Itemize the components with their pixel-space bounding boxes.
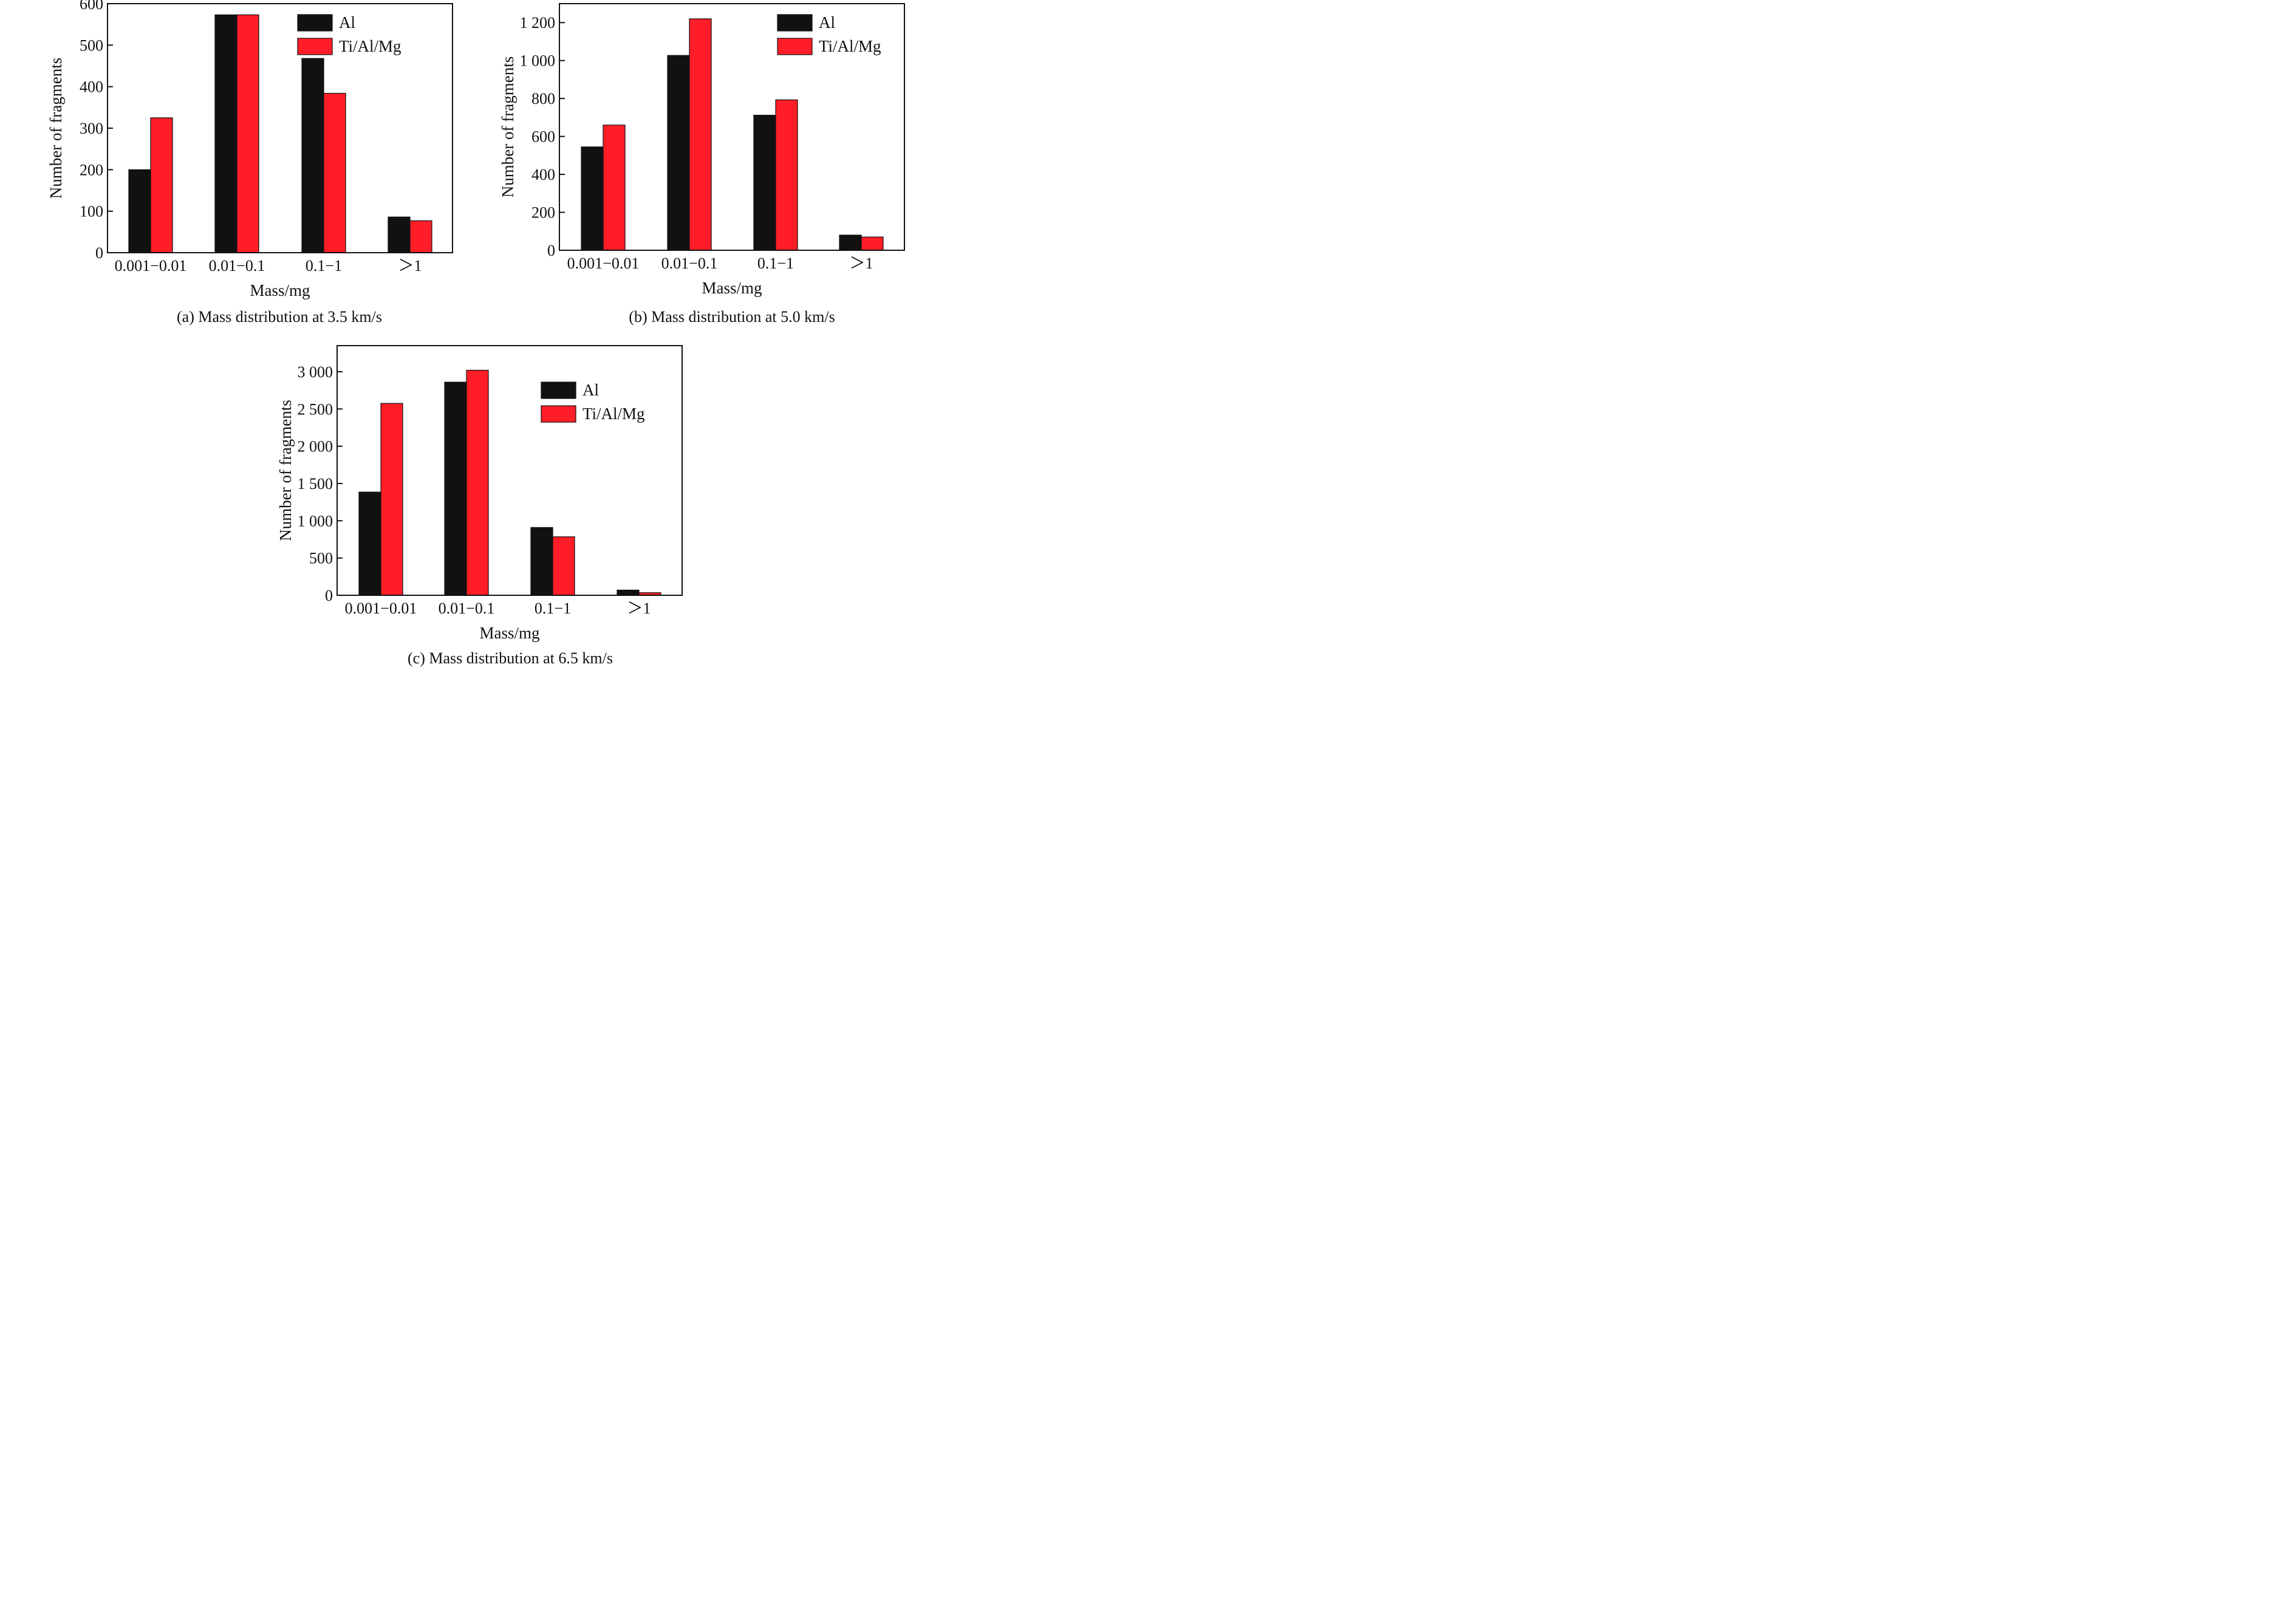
y-tick-label: 1 200 [520, 14, 556, 32]
bar-ti-al-mg-3 [552, 536, 575, 596]
legend-swatch-ti-al-mg [541, 405, 576, 423]
figure: 0 100 200 300 400 500 600 0.001−0.01 0.01−0.1 0.1… [47, 0, 905, 667]
y-tick-label: 400 [80, 78, 103, 96]
bar-ti-al-mg-2 [236, 14, 259, 253]
y-tick-label: 1 500 [298, 475, 333, 493]
y-tick-label: 0 [95, 244, 103, 262]
x-tick-label: 0.01−0.1 [439, 600, 495, 617]
y-tick-label: 500 [80, 36, 103, 54]
bar-ti-al-mg-3 [775, 99, 798, 251]
legend-swatch-ti-al-mg [297, 38, 333, 55]
x-tick-label: ＞1 [627, 600, 651, 617]
x-tick-label: 0.001−0.01 [345, 600, 417, 617]
y-tick-label: 0 [547, 242, 555, 259]
x-axis-label: Mass/mg [479, 624, 539, 642]
figure-caption: (b) Mass distribution at 5.0 km/s [629, 308, 835, 326]
plot-frame [559, 3, 905, 251]
x-tick-label: ＞1 [849, 255, 873, 272]
bar-ti-al-mg-1 [380, 403, 403, 596]
legend-swatch-al [541, 381, 576, 399]
bar-al-2 [667, 55, 690, 251]
bar-ti-al-mg-3 [323, 93, 346, 253]
y-tick-label: 3 000 [298, 363, 333, 381]
bar-al-2 [214, 14, 237, 253]
x-tick-label: 0.001−0.01 [567, 255, 640, 272]
x-tick-label: 0.001−0.01 [115, 257, 187, 275]
bar-ti-al-mg-1 [150, 117, 173, 253]
x-tick-label: ＞1 [398, 257, 422, 275]
y-tick-label: 300 [80, 120, 103, 137]
y-tick-label: 600 [531, 128, 555, 146]
figure-caption: (a) Mass distribution at 3.5 km/s [177, 308, 382, 326]
bar-al-4 [388, 216, 411, 253]
x-tick-label: 0.01−0.1 [661, 255, 718, 272]
y-tick-label: 2 500 [298, 400, 333, 418]
y-tick-label: 0 [325, 587, 333, 604]
y-tick-label: 100 [80, 203, 103, 220]
bar-ti-al-mg-4 [409, 220, 432, 253]
y-tick-label: 200 [531, 204, 555, 222]
y-tick-label: 800 [531, 90, 555, 108]
y-tick-label: 2 000 [298, 438, 333, 456]
bar-al-3 [301, 58, 324, 253]
bar-ti-al-mg-4 [861, 236, 884, 251]
chart-panel-c: 0 500 1 000 1 500 2 000 2 500 3 000 0.001−0.01 0… [276, 345, 683, 667]
bar-ti-al-mg-2 [466, 369, 489, 596]
legend: Al Ti/Al/Mg [297, 13, 401, 55]
x-tick-label: 0.01−0.1 [209, 257, 265, 275]
x-tick-label: 0.1−1 [306, 257, 342, 275]
y-axis-label: Number of fragments [276, 400, 295, 541]
y-axis-label: Number of fragments [47, 58, 65, 199]
legend-label: Ti/Al/Mg [339, 37, 401, 55]
x-axis-label: Mass/mg [250, 281, 310, 299]
bar-ti-al-mg-1 [603, 125, 626, 251]
y-tick-label: 600 [80, 0, 103, 13]
bar-al-1 [128, 169, 151, 253]
y-tick-label: 1 000 [298, 512, 333, 530]
chart-panel-a: 0 100 200 300 400 500 600 0.001−0.01 0.01−0.1 0.1… [47, 0, 453, 326]
y-tick-label: 200 [80, 161, 103, 179]
bar-al-3 [753, 115, 776, 251]
y-axis-label: Number of fragments [499, 56, 517, 197]
x-tick-label: 0.1−1 [757, 255, 794, 272]
legend-label: Al [819, 13, 835, 32]
bar-al-1 [358, 491, 381, 596]
bar-al-3 [530, 527, 553, 596]
y-tick-label: 1 000 [520, 52, 556, 70]
legend-label: Ti/Al/Mg [819, 37, 881, 55]
chart-panel-b: 0 200 400 600 800 1 000 1 200 0.001−0.01 0.01−0.… [499, 3, 905, 326]
x-tick-label: 0.1−1 [535, 600, 571, 617]
legend: Al Ti/Al/Mg [777, 13, 881, 55]
y-tick-label: 500 [309, 550, 333, 567]
legend-label: Ti/Al/Mg [583, 405, 645, 423]
legend-swatch-al [297, 14, 333, 32]
legend-swatch-ti-al-mg [777, 38, 813, 55]
bar-al-4 [617, 589, 640, 596]
bar-al-1 [581, 146, 604, 251]
bar-al-4 [839, 234, 862, 251]
legend: Al Ti/Al/Mg [541, 381, 645, 423]
legend-label: Al [339, 13, 355, 32]
bar-al-2 [444, 381, 467, 596]
y-tick-label: 400 [531, 166, 555, 183]
plot-frame [337, 345, 683, 596]
legend-swatch-al [777, 14, 813, 32]
figure-caption: (c) Mass distribution at 6.5 km/s [408, 649, 613, 667]
x-axis-label: Mass/mg [702, 279, 762, 297]
legend-label: Al [583, 381, 599, 399]
bar-ti-al-mg-2 [689, 18, 712, 251]
